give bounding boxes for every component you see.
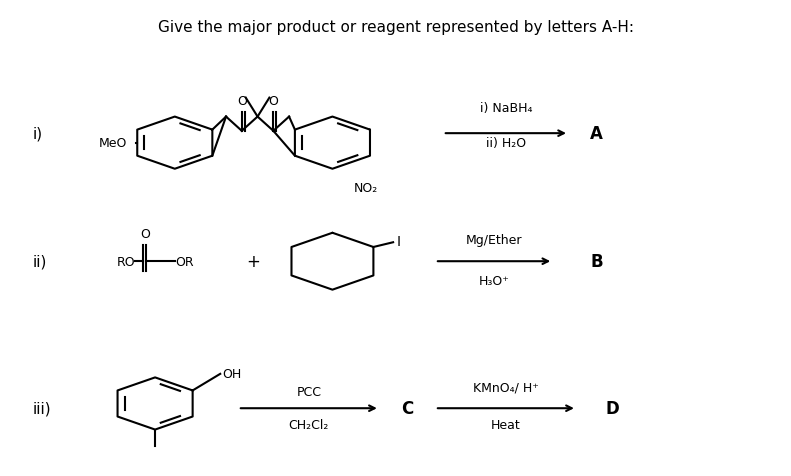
Text: I: I bbox=[397, 235, 401, 249]
Text: D: D bbox=[605, 399, 619, 417]
Text: O: O bbox=[237, 95, 247, 108]
Text: OR: OR bbox=[175, 255, 194, 268]
Text: iii): iii) bbox=[33, 401, 51, 416]
Text: OH: OH bbox=[221, 367, 241, 380]
Text: MeO: MeO bbox=[99, 137, 127, 150]
Text: +: + bbox=[247, 253, 260, 271]
Text: A: A bbox=[590, 125, 603, 143]
Text: B: B bbox=[590, 253, 603, 271]
Text: O: O bbox=[268, 95, 278, 108]
Text: O: O bbox=[140, 228, 149, 240]
Text: ii): ii) bbox=[33, 254, 47, 269]
Text: Give the major product or reagent represented by letters A-H:: Give the major product or reagent repres… bbox=[157, 20, 634, 35]
Text: KMnO₄/ H⁺: KMnO₄/ H⁺ bbox=[473, 381, 539, 394]
Text: Mg/Ether: Mg/Ether bbox=[466, 234, 522, 247]
Text: RO: RO bbox=[117, 255, 135, 268]
Text: Heat: Heat bbox=[491, 418, 520, 431]
Text: H₃O⁺: H₃O⁺ bbox=[479, 274, 509, 287]
Text: CH₂Cl₂: CH₂Cl₂ bbox=[289, 418, 329, 431]
Text: i) NaBH₄: i) NaBH₄ bbox=[479, 101, 532, 114]
Text: NO₂: NO₂ bbox=[354, 181, 378, 194]
Text: ii) H₂O: ii) H₂O bbox=[486, 137, 526, 150]
Text: PCC: PCC bbox=[297, 385, 321, 398]
Text: C: C bbox=[401, 399, 414, 417]
Text: i): i) bbox=[33, 127, 43, 141]
